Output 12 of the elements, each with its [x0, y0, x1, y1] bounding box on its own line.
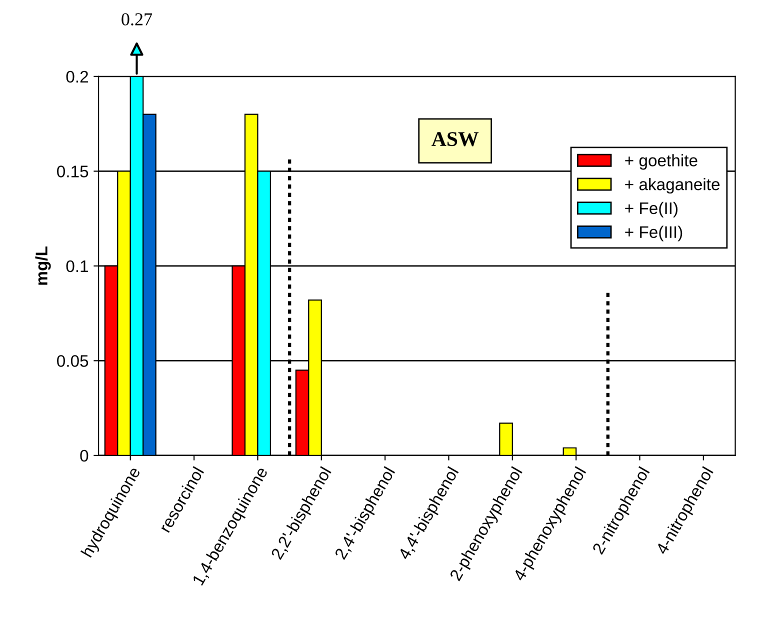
y-tick-label: 0.1 — [66, 260, 88, 272]
y-tick-label: 0.05 — [57, 355, 88, 367]
legend-label: + Fe(III) — [625, 226, 682, 242]
legend-label: + goethite — [625, 154, 698, 170]
legend-label: + Fe(II) — [625, 202, 678, 218]
annotation: ASW — [432, 132, 479, 146]
legend-label: + akaganeite — [625, 178, 720, 194]
y-tick-label: 0 — [80, 450, 88, 462]
y-axis-title: mg/L — [35, 246, 51, 285]
y-tick-label: 0.2 — [66, 70, 88, 83]
text: 0.27 — [122, 13, 152, 26]
y-tick-label: 0.15 — [57, 166, 88, 178]
